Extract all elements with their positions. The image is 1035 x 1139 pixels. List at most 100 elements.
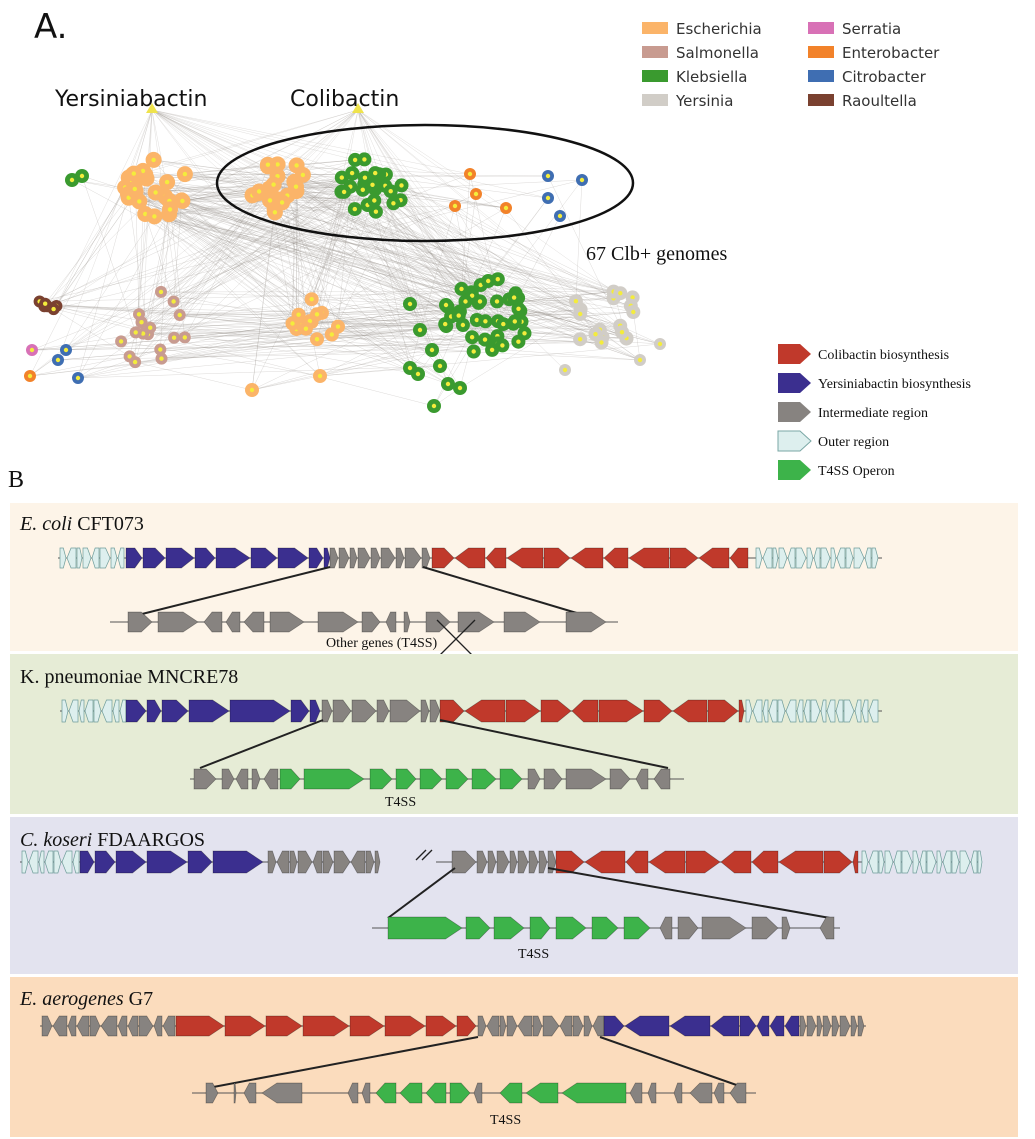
gene-arrow xyxy=(977,850,983,874)
gene-arrow xyxy=(796,699,804,723)
gene-arrow xyxy=(127,611,153,633)
legend-swatch xyxy=(642,94,668,106)
genome-node-dot xyxy=(27,373,33,379)
gene-arrow xyxy=(603,547,629,569)
track-title: E. coli CFT073 xyxy=(19,513,144,535)
gene-arrow xyxy=(861,850,869,874)
gene-arrow xyxy=(425,1082,447,1104)
gene-arrow xyxy=(333,850,351,874)
genome-node-dot xyxy=(511,295,517,300)
gene-arrow xyxy=(778,547,788,569)
gene-arrow xyxy=(38,850,45,874)
gene-arrow xyxy=(28,850,39,874)
gene-arrow xyxy=(59,547,67,569)
genome-node-dot xyxy=(137,199,142,204)
genome-node-dot xyxy=(657,341,663,347)
gene-arrow xyxy=(819,916,835,940)
gene-cluster-main xyxy=(20,850,983,874)
legend-swatch xyxy=(642,70,668,82)
genome-node-dot xyxy=(500,343,505,348)
legend-arrow-icon xyxy=(778,344,811,364)
genome-node-dot xyxy=(460,322,466,328)
gene-arrow xyxy=(698,547,730,569)
gene-arrow xyxy=(261,1082,303,1104)
legend-swatch xyxy=(642,46,668,58)
gene-arrow xyxy=(624,1015,670,1037)
gene-arrow xyxy=(810,699,821,723)
gene-arrow xyxy=(777,699,786,723)
gene-arrow xyxy=(99,547,111,569)
genome-node-dot xyxy=(294,163,299,168)
gene-arrow xyxy=(456,1015,477,1037)
gene-arrow xyxy=(431,547,455,569)
gene-arrow xyxy=(647,1082,657,1104)
genome-node-dot xyxy=(132,359,138,365)
gene-arrow xyxy=(235,768,249,790)
gene-arrow xyxy=(277,547,309,569)
genome-node-dot xyxy=(562,367,568,373)
legend-label: Yersinia xyxy=(675,92,733,110)
track-ckoseri: C. koseri FDAARGOS T4SS xyxy=(10,817,1018,974)
genome-node-dot xyxy=(599,340,604,345)
genome-node-dot xyxy=(265,162,271,167)
track-background xyxy=(10,817,1018,974)
gene-arrow xyxy=(76,547,83,569)
gene-arrow xyxy=(845,547,854,569)
region-legend: Colibactin biosynthesis Yersiniabactin bi… xyxy=(777,344,971,480)
genome-node-dot xyxy=(501,321,506,327)
gene-arrow xyxy=(349,1015,385,1037)
gene-arrow xyxy=(739,1015,757,1037)
network-nodes xyxy=(24,151,666,413)
gene-arrow xyxy=(543,547,571,569)
gene-arrow xyxy=(555,916,587,940)
genome-node-dot xyxy=(153,190,158,195)
genome-node-dot xyxy=(296,312,301,317)
gene-arrow xyxy=(540,699,572,723)
genome-node-dot xyxy=(314,312,320,317)
gene-arrow xyxy=(117,1015,128,1037)
clb-genomes-ellipse xyxy=(215,123,635,243)
gene-arrow xyxy=(864,547,872,569)
gene-arrow xyxy=(603,1015,625,1037)
gene-arrow xyxy=(795,547,807,569)
gene-arrow xyxy=(193,768,217,790)
gene-arrow xyxy=(527,768,541,790)
gene-arrow xyxy=(365,850,375,874)
legend-label: Escherichia xyxy=(676,20,762,38)
genome-node-dot xyxy=(415,371,421,377)
gene-arrow xyxy=(91,547,100,569)
gene-arrow xyxy=(349,547,358,569)
gene-arrow xyxy=(677,916,699,940)
gene-arrow xyxy=(82,547,92,569)
genome-node-dot xyxy=(362,175,368,180)
gene-arrow xyxy=(826,699,836,723)
genome-node-dot xyxy=(182,335,187,340)
gene-arrow xyxy=(499,1015,507,1037)
genome-node-dot xyxy=(63,347,69,353)
gene-arrow xyxy=(289,850,298,874)
genome-node-dot xyxy=(267,198,273,203)
genome-node-dot xyxy=(443,302,449,308)
gene-arrow xyxy=(389,699,421,723)
yersiniabactin-hub-node xyxy=(146,103,158,113)
genome-node-dot xyxy=(293,184,299,189)
gene-arrow xyxy=(157,611,199,633)
legend-arrow-icon xyxy=(778,373,811,393)
network-edges xyxy=(29,109,661,407)
gene-arrow xyxy=(100,1015,118,1037)
gene-arrow xyxy=(267,850,277,874)
legend-swatch xyxy=(808,46,834,58)
legend-label: Klebsiella xyxy=(676,68,748,86)
gene-arrow xyxy=(429,699,441,723)
genome-node-dot xyxy=(557,213,563,219)
gene-arrow xyxy=(756,1015,770,1037)
gene-arrow xyxy=(142,547,166,569)
gene-arrow xyxy=(243,611,265,633)
gene-arrow xyxy=(329,547,339,569)
gene-arrow xyxy=(529,916,551,940)
genome-node-dot xyxy=(136,312,142,317)
panel-a-letter: A. xyxy=(34,7,67,47)
yersiniabactin-hub-label: Yersiniabactin xyxy=(54,87,207,112)
strike-mark xyxy=(436,619,476,659)
gene-arrow xyxy=(926,850,937,874)
